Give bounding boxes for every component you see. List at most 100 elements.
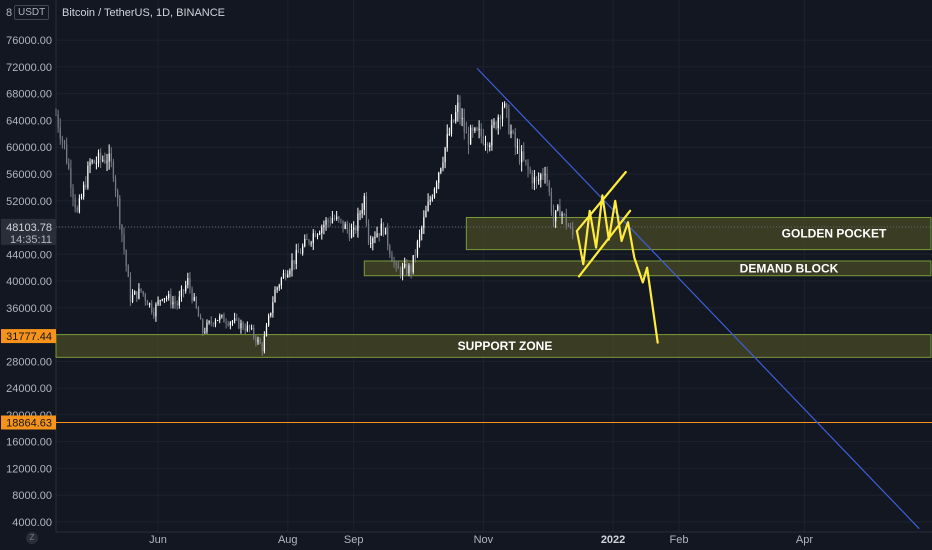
candle-body xyxy=(112,161,115,179)
y-tick-label: 40000.00 xyxy=(6,276,52,288)
candle-body xyxy=(525,159,527,163)
y-tick-label: 24000.00 xyxy=(6,383,52,395)
y-tick-label: 64000.00 xyxy=(6,115,52,127)
candle-body xyxy=(146,300,149,306)
candle-body xyxy=(469,127,472,145)
candle-body xyxy=(310,242,312,244)
y-tick-label: 28000.00 xyxy=(6,356,52,368)
candle-body xyxy=(106,161,108,163)
candle-body xyxy=(263,336,266,352)
candle-body xyxy=(521,151,523,163)
candle-body xyxy=(182,289,185,292)
tradingview-logo-icon[interactable]: Z xyxy=(26,532,38,544)
candle-body xyxy=(491,125,493,146)
candle-body xyxy=(68,163,70,169)
candle-body xyxy=(327,219,329,222)
candle-body xyxy=(559,205,561,217)
candle-body xyxy=(548,182,550,193)
candle-body xyxy=(110,153,112,162)
candle-body xyxy=(148,303,151,306)
candle-body xyxy=(480,128,482,137)
candle-body xyxy=(421,227,423,235)
candle-body xyxy=(289,270,291,275)
candle-body xyxy=(312,233,314,243)
candle-body xyxy=(361,209,363,214)
candle-body xyxy=(450,119,453,135)
candle-body xyxy=(208,321,210,323)
candle-body xyxy=(93,160,95,164)
candle-body xyxy=(270,312,272,316)
candle-body xyxy=(238,318,240,329)
projected-path-drawing[interactable] xyxy=(575,194,659,344)
candle-body xyxy=(291,260,293,271)
candle-body xyxy=(55,114,57,116)
candle-body xyxy=(401,266,404,276)
candle-body xyxy=(416,241,419,256)
x-tick-label: 2022 xyxy=(601,534,625,546)
candle-body xyxy=(197,307,200,317)
price-label-bg xyxy=(1,415,56,430)
candle-body xyxy=(259,339,261,344)
candle-body xyxy=(542,174,544,176)
y-tick-label: 12000.00 xyxy=(6,463,52,475)
descending-trendline[interactable] xyxy=(476,67,920,530)
candle-body xyxy=(272,302,274,313)
candle-body xyxy=(261,343,263,352)
candle-body xyxy=(508,109,510,134)
candle-body xyxy=(210,321,212,324)
candle-body xyxy=(304,239,306,247)
x-tick-label: Aug xyxy=(278,534,298,546)
y-tick-label: 36000.00 xyxy=(6,303,52,315)
candle-body xyxy=(359,213,361,215)
candle-body xyxy=(219,316,221,321)
candle-body xyxy=(333,218,336,220)
candle-body xyxy=(342,220,344,229)
candle-body xyxy=(387,227,389,246)
candle-body xyxy=(340,219,342,221)
candle-body xyxy=(329,221,331,223)
candle-body xyxy=(161,299,163,301)
candle-body xyxy=(302,246,304,254)
currency-unit-badge[interactable]: USDT xyxy=(14,5,50,20)
zone-label: GOLDEN POCKET xyxy=(782,227,887,241)
y-tick-label: 44000.00 xyxy=(6,249,52,261)
candle-body xyxy=(414,255,416,257)
candle-body xyxy=(83,184,85,197)
candle-body xyxy=(350,229,353,238)
candle-body xyxy=(70,168,72,189)
candle-body xyxy=(278,285,280,288)
candle-body xyxy=(102,159,104,161)
candle-body xyxy=(89,162,91,166)
candle-body xyxy=(495,121,497,129)
candle-body xyxy=(429,199,431,202)
zone-box[interactable] xyxy=(465,216,932,251)
candle-body xyxy=(336,216,338,220)
candle-body xyxy=(202,319,204,333)
candle-body xyxy=(223,314,225,323)
zone-box[interactable] xyxy=(55,334,932,358)
candle-body xyxy=(189,278,191,289)
candle-body xyxy=(384,227,387,235)
candle-body xyxy=(455,112,457,122)
candle-body xyxy=(274,289,276,303)
candle-body xyxy=(557,205,559,211)
candle-body xyxy=(546,174,548,183)
x-tick-label: Apr xyxy=(796,534,813,546)
candle-body xyxy=(227,323,229,326)
wedge-lower-line[interactable] xyxy=(577,209,632,278)
candle-body xyxy=(510,131,512,134)
candle-body xyxy=(191,288,193,301)
candle-body xyxy=(499,117,502,120)
candle-body xyxy=(489,145,491,148)
candle-body xyxy=(463,117,465,132)
axis-top-partial-label: 8 xyxy=(6,7,13,19)
candle-body xyxy=(267,315,270,326)
candle-body xyxy=(452,119,455,122)
candle-body xyxy=(501,106,504,120)
chart-title[interactable]: Bitcoin / TetherUS, 1D, BINANCE xyxy=(62,7,226,19)
candle-body xyxy=(250,327,253,329)
candle-body xyxy=(157,300,159,305)
candle-body xyxy=(406,263,408,274)
candle-body xyxy=(187,278,189,286)
